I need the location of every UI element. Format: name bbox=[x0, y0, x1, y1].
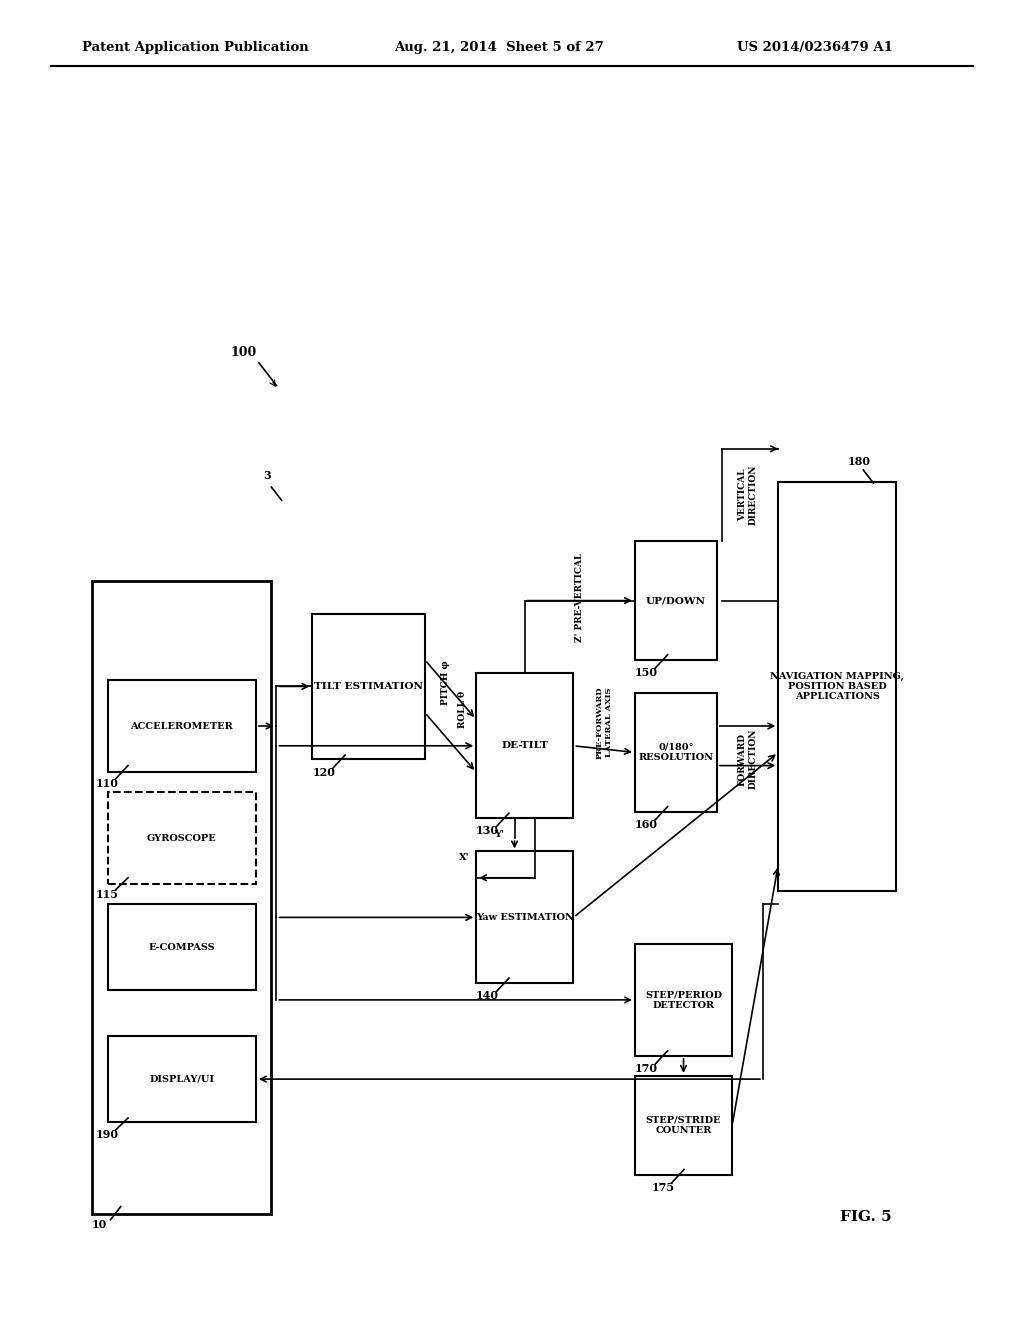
Text: PITCH φ: PITCH φ bbox=[441, 661, 450, 705]
Text: 170: 170 bbox=[635, 1063, 657, 1074]
FancyBboxPatch shape bbox=[312, 614, 425, 759]
Text: 130: 130 bbox=[476, 825, 499, 837]
Text: TILT ESTIMATION: TILT ESTIMATION bbox=[314, 682, 423, 690]
Text: Y': Y' bbox=[495, 830, 504, 840]
FancyBboxPatch shape bbox=[108, 1036, 256, 1122]
Text: STEP/STRIDE
COUNTER: STEP/STRIDE COUNTER bbox=[646, 1115, 721, 1135]
Text: NAVIGATION MAPPING,
POSITION BASED
APPLICATIONS: NAVIGATION MAPPING, POSITION BASED APPLI… bbox=[770, 672, 904, 701]
Text: US 2014/0236479 A1: US 2014/0236479 A1 bbox=[737, 41, 893, 54]
FancyBboxPatch shape bbox=[635, 541, 717, 660]
Text: 0/180°
RESOLUTION: 0/180° RESOLUTION bbox=[638, 743, 714, 762]
Text: FORWARD
DIRECTION: FORWARD DIRECTION bbox=[738, 729, 757, 789]
Text: 180: 180 bbox=[848, 455, 870, 467]
FancyBboxPatch shape bbox=[635, 693, 717, 812]
Text: Yaw ESTIMATION: Yaw ESTIMATION bbox=[476, 913, 573, 921]
FancyBboxPatch shape bbox=[108, 792, 256, 884]
Text: FIG. 5: FIG. 5 bbox=[840, 1210, 891, 1224]
Text: 10: 10 bbox=[92, 1218, 108, 1230]
FancyBboxPatch shape bbox=[476, 673, 573, 818]
Text: ROLL θ: ROLL θ bbox=[459, 690, 467, 729]
Text: STEP/PERIOD
DETECTOR: STEP/PERIOD DETECTOR bbox=[645, 990, 722, 1010]
Text: ACCELEROMETER: ACCELEROMETER bbox=[130, 722, 233, 730]
FancyBboxPatch shape bbox=[108, 904, 256, 990]
FancyBboxPatch shape bbox=[635, 1076, 732, 1175]
Text: 150: 150 bbox=[635, 667, 657, 678]
Text: 115: 115 bbox=[95, 888, 118, 900]
Text: X': X' bbox=[459, 854, 469, 862]
Text: 3: 3 bbox=[263, 470, 271, 482]
FancyBboxPatch shape bbox=[476, 851, 573, 983]
Text: VERTICAL
DIRECTION: VERTICAL DIRECTION bbox=[738, 465, 757, 525]
Text: DE-TILT: DE-TILT bbox=[502, 742, 548, 750]
Text: DISPLAY/UI: DISPLAY/UI bbox=[150, 1074, 214, 1084]
Text: Patent Application Publication: Patent Application Publication bbox=[82, 41, 308, 54]
Text: 140: 140 bbox=[476, 990, 499, 1002]
Text: GYROSCOPE: GYROSCOPE bbox=[146, 834, 217, 842]
Text: 110: 110 bbox=[95, 777, 118, 789]
Text: 100: 100 bbox=[230, 346, 257, 359]
FancyBboxPatch shape bbox=[635, 944, 732, 1056]
Text: 190: 190 bbox=[95, 1129, 118, 1140]
FancyBboxPatch shape bbox=[108, 680, 256, 772]
Text: 160: 160 bbox=[635, 818, 657, 830]
Text: 120: 120 bbox=[312, 767, 335, 779]
FancyBboxPatch shape bbox=[778, 482, 896, 891]
Text: UP/DOWN: UP/DOWN bbox=[646, 597, 706, 605]
Text: E-COMPASS: E-COMPASS bbox=[148, 942, 215, 952]
Text: Aug. 21, 2014  Sheet 5 of 27: Aug. 21, 2014 Sheet 5 of 27 bbox=[394, 41, 604, 54]
Text: 175: 175 bbox=[651, 1181, 675, 1193]
Text: PRE-FORWARD
LATERAL AXIS: PRE-FORWARD LATERAL AXIS bbox=[596, 686, 612, 759]
FancyBboxPatch shape bbox=[92, 581, 271, 1214]
Text: Z' PRE-VERTICAL: Z' PRE-VERTICAL bbox=[575, 553, 585, 642]
